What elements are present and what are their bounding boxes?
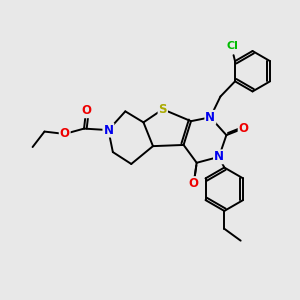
Text: N: N — [214, 150, 224, 163]
Text: Cl: Cl — [226, 41, 238, 51]
Text: O: O — [238, 122, 249, 135]
Text: N: N — [103, 124, 113, 136]
Text: N: N — [205, 111, 215, 124]
Text: O: O — [81, 104, 91, 117]
Text: O: O — [189, 177, 199, 190]
Text: O: O — [60, 128, 70, 140]
Text: S: S — [158, 103, 167, 116]
